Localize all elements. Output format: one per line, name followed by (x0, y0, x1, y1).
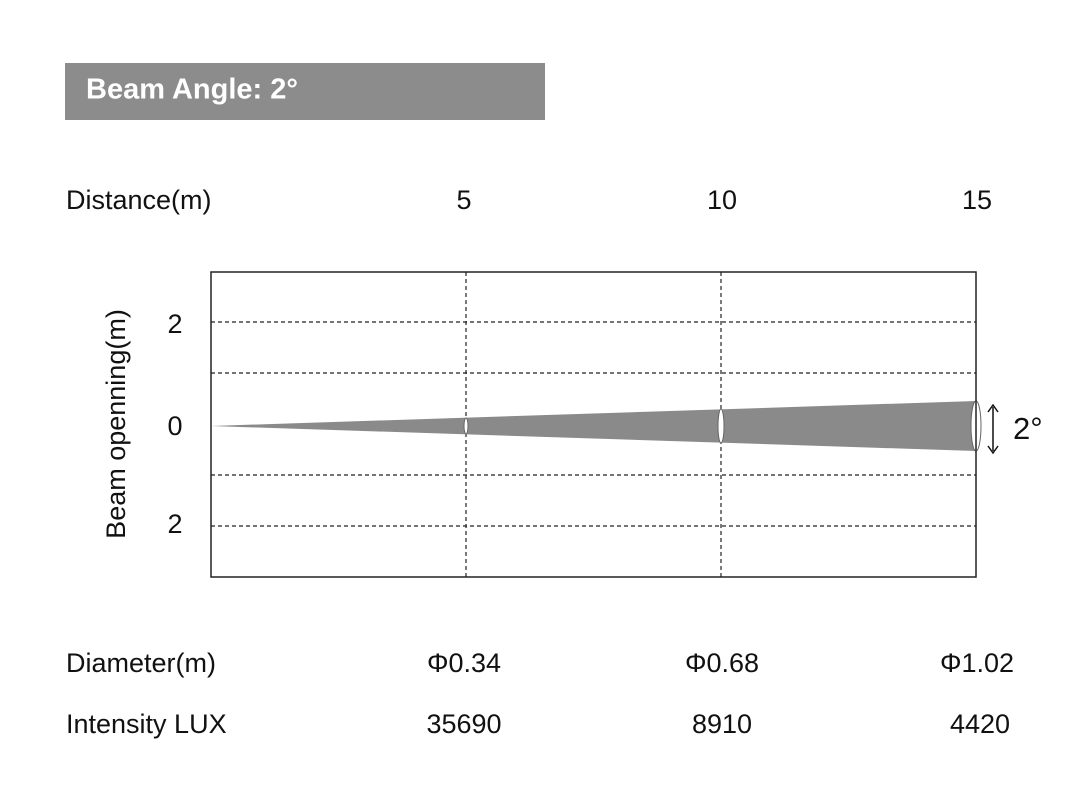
beam-section (463, 417, 469, 435)
diameter-label: Diameter(m) (66, 648, 216, 678)
distance-value: 10 (707, 185, 737, 215)
y-tick-label: 2 (167, 509, 182, 539)
beam (211, 401, 976, 451)
y-axis-label: Beam openning(m) (101, 309, 131, 539)
diameter-value: Φ1.02 (940, 648, 1014, 678)
distance-value: 15 (962, 185, 992, 215)
intensity-value: 35690 (426, 709, 501, 739)
intensity-label: Intensity LUX (66, 709, 227, 739)
title-bar (65, 63, 545, 120)
intensity-value: 4420 (950, 709, 1010, 739)
intensity-value: 8910 (692, 709, 752, 739)
diameter-value: Φ0.34 (427, 648, 501, 678)
distance-label: Distance(m) (66, 185, 212, 215)
diameter-value: Φ0.68 (685, 648, 759, 678)
y-tick-label: 0 (167, 411, 182, 441)
distance-value: 5 (456, 185, 471, 215)
title: Beam Angle: 2° (86, 74, 298, 106)
plot (210, 271, 982, 578)
angle-label: 2° (1013, 411, 1043, 446)
angle-arrow (987, 403, 999, 455)
beam-section (717, 408, 725, 444)
plot-frame (210, 271, 977, 578)
y-tick-label: 2 (167, 309, 182, 339)
